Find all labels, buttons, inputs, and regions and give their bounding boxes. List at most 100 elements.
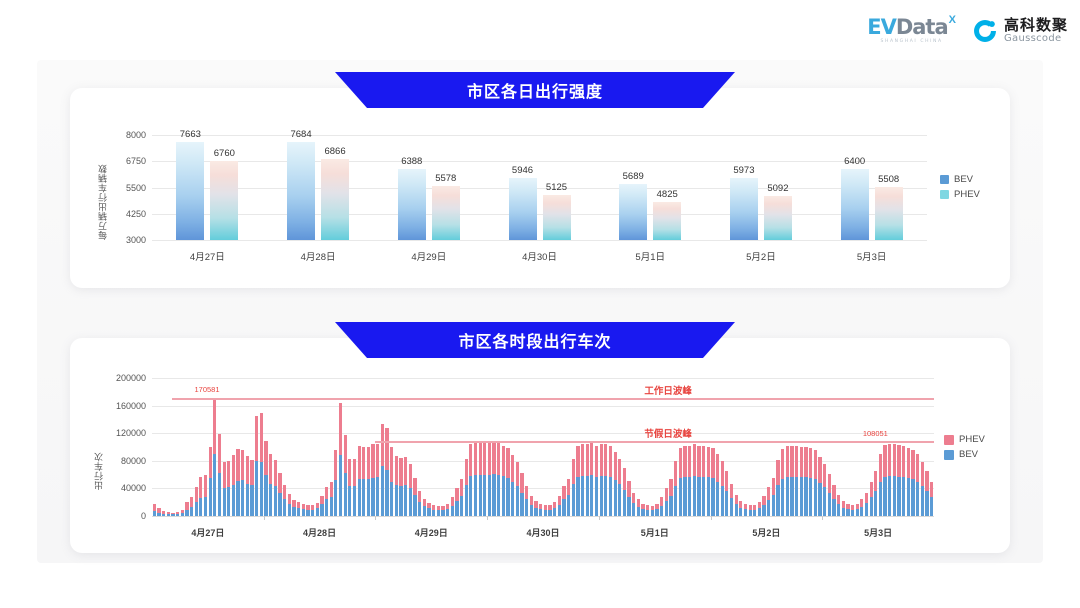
chart2-stacked-bar — [641, 503, 645, 516]
chart2-bar-bev — [283, 498, 287, 516]
chart2-bar-bev — [674, 485, 678, 516]
chart2-bar-phev — [427, 502, 431, 509]
chart2-bar-phev — [832, 484, 836, 499]
chart2-bar-phev — [436, 506, 440, 511]
chart2-bar-bev — [245, 483, 250, 516]
chart2-bar-bev — [734, 504, 738, 516]
chart2-annotation-label-holiday: 节假日波峰 — [644, 429, 692, 441]
chart2-bar-bev — [394, 484, 398, 516]
chart1-y-tick: 6750 — [125, 156, 146, 167]
chart2-bar-bev — [613, 480, 617, 516]
chart2-bar-bev — [729, 498, 734, 516]
chart2-bar-phev — [590, 442, 594, 476]
chart2-bar-phev — [283, 484, 287, 499]
chart2-bar-bev — [459, 496, 464, 516]
chart2-bar-phev — [669, 479, 673, 496]
chart2-stacked-bar — [669, 479, 673, 516]
chart1-bar-phev — [321, 158, 350, 240]
chart2-bar-phev — [846, 503, 850, 510]
chart2-stacked-bar — [292, 500, 296, 516]
chart2-bar-bev — [371, 478, 375, 516]
chart2-bar-phev — [343, 434, 347, 474]
chart2-bar-phev — [264, 440, 268, 476]
chart1-bar-bev — [619, 183, 648, 240]
chart2-bar-bev — [790, 476, 794, 516]
chart2-stacked-bar — [255, 415, 259, 516]
chart1-value-label: 5946 — [511, 165, 534, 177]
chart2-bar-bev — [580, 475, 585, 516]
chart2-x-tick: 5月1日 — [640, 528, 669, 538]
chart2-bar-bev — [213, 453, 217, 516]
chart2-stacked-bar — [241, 450, 245, 516]
chart2-axis-tickmark — [710, 516, 712, 520]
chart2-stacked-bar — [590, 442, 594, 516]
chart2-bar-phev — [324, 487, 329, 500]
chart1-bar-bev — [508, 178, 537, 240]
chart2-stacked-bar — [627, 480, 631, 516]
chart2-bar-bev — [492, 473, 496, 516]
chart2-stacked-bar — [199, 477, 203, 516]
chart2-bar-phev — [753, 504, 757, 510]
chart2-bar-bev — [725, 491, 729, 516]
chart2-bar-bev — [171, 514, 175, 516]
chart1-legend-item[interactable]: BEV — [940, 174, 980, 185]
chart2-stacked-bar — [734, 494, 738, 516]
chart2-bar-phev — [548, 504, 552, 510]
chart2-bar-bev — [836, 504, 841, 516]
chart2-bar-bev — [781, 478, 785, 516]
chart2-stacked-bar — [571, 458, 575, 516]
chart2-bar-bev — [399, 485, 403, 516]
chart2-bar-phev — [208, 447, 212, 479]
chart1-value-label: 6388 — [401, 155, 423, 167]
chart2-bar-phev — [431, 504, 436, 510]
chart2-stacked-bar — [404, 457, 408, 516]
chart2-bar-bev — [762, 504, 766, 516]
chart2-bar-phev — [306, 504, 310, 510]
chart2-bar-bev — [566, 495, 571, 516]
chart2-bar-bev — [189, 507, 194, 516]
chart2-bar-bev — [436, 510, 440, 516]
chart2-legend-item[interactable]: BEV — [944, 449, 985, 460]
chart2-stacked-bar — [315, 502, 319, 516]
chart2-stacked-bar — [897, 444, 901, 516]
chart2-bar-phev — [352, 459, 357, 487]
gausscode-mark-icon — [972, 18, 998, 44]
chart2-bar-phev — [650, 505, 654, 511]
chart2-bar-phev — [883, 444, 887, 477]
evdata-logo-ev: EV — [867, 15, 897, 40]
chart2-bar-phev — [646, 504, 650, 510]
chart2-stacked-bar — [706, 447, 710, 516]
chart1-bar-phev — [763, 196, 792, 240]
chart2-bar-bev — [390, 481, 394, 516]
chart2-peak-value-holiday: 108051 — [862, 429, 888, 439]
chart-card-hourly-trips — [70, 338, 1010, 553]
chart2-bar-phev — [734, 494, 738, 505]
chart2-axis-tickmark — [375, 516, 377, 520]
chart2-stacked-bar — [762, 496, 766, 516]
chart2-stacked-bar — [208, 447, 212, 516]
chart2-bar-bev — [655, 509, 659, 516]
chart2-bar-phev — [599, 443, 603, 476]
chart2-stacked-bar — [701, 445, 706, 516]
chart2-bar-bev — [511, 481, 515, 516]
chart1-legend-item[interactable]: PHEV — [940, 189, 980, 200]
chart2-bar-bev — [664, 500, 668, 516]
chart2-bar-phev — [376, 443, 380, 478]
chart1-x-tick: 4月27日 — [189, 252, 225, 263]
chart2-stacked-bar — [678, 447, 682, 516]
chart2-stacked-bar — [580, 444, 585, 516]
chart2-legend-item[interactable]: PHEV — [944, 434, 985, 445]
chart2-bar-bev — [930, 497, 934, 516]
chart2-bar-phev — [534, 500, 538, 508]
chart2-stacked-bar — [594, 445, 599, 516]
chart2-stacked-bar — [697, 445, 701, 516]
chart2-bar-bev — [487, 474, 492, 516]
chart2-bar-phev — [888, 443, 892, 476]
chart2-bar-bev — [357, 478, 361, 516]
chart2-stacked-bar — [715, 453, 720, 516]
chart2-bar-phev — [162, 510, 166, 514]
chart2-bar-bev — [445, 509, 450, 516]
chart2-stacked-bar — [748, 504, 752, 516]
chart1-value-label: 5689 — [622, 170, 644, 182]
chart2-stacked-bar — [850, 504, 855, 516]
